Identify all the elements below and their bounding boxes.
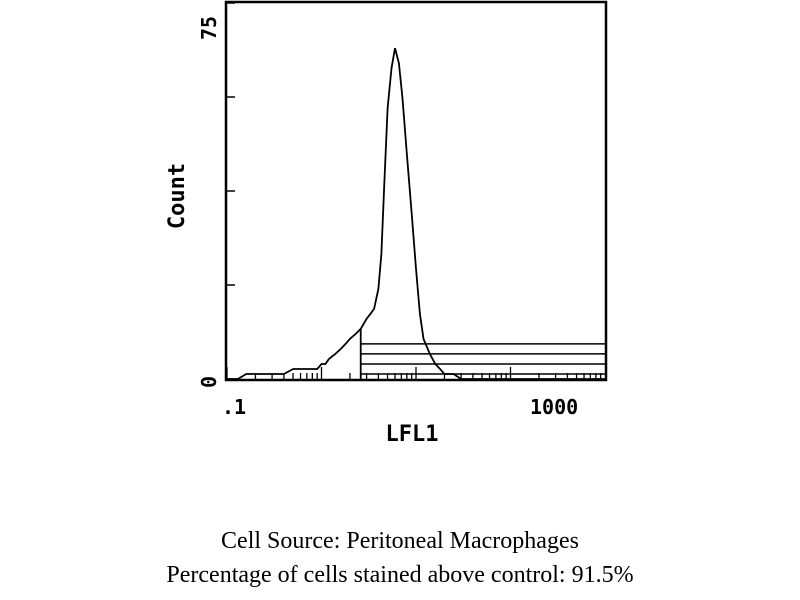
caption-cell-source: Cell Source: Peritoneal Macrophages	[221, 528, 579, 554]
axis-ticks	[226, 2, 602, 380]
y-axis-label: Count	[165, 163, 190, 229]
histogram-series-line	[227, 47, 605, 380]
caption-percentage: Percentage of cells stained above contro…	[166, 562, 634, 588]
x-tick-label-max: 1000	[530, 395, 578, 419]
x-tick-label-min: .1	[222, 395, 246, 419]
gate-lines	[359, 328, 605, 379]
y-tick-label-max: 75	[197, 16, 221, 40]
y-tick-label-min: 0	[197, 376, 221, 388]
x-axis-label: LFL1	[386, 422, 439, 447]
plot-frame	[224, 0, 608, 382]
